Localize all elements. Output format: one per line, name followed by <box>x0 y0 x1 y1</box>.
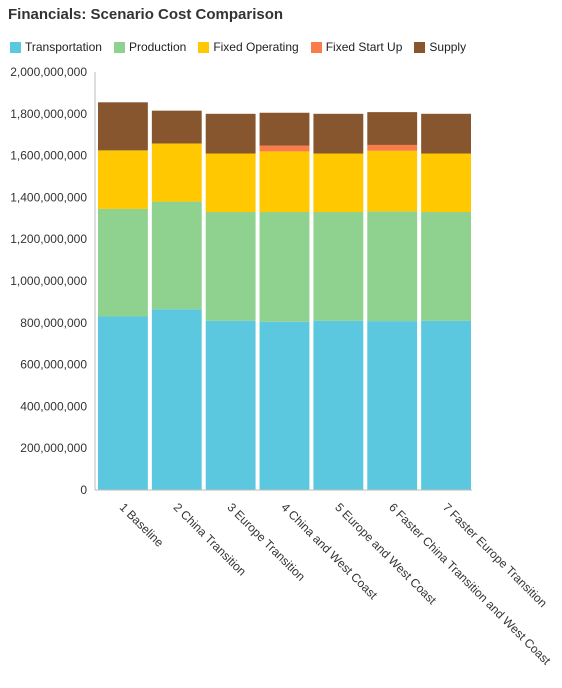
bar-segment-supply[interactable] <box>421 113 471 154</box>
bar-segment-transportation[interactable] <box>259 321 310 490</box>
legend-swatch <box>113 41 125 53</box>
legend-swatch <box>310 41 322 53</box>
legend-item[interactable]: Fixed Operating <box>198 40 299 54</box>
y-tick-label: 1,200,000,000 <box>10 232 87 246</box>
bar-segment-production[interactable] <box>313 212 364 321</box>
bar-segment-supply[interactable] <box>151 110 202 144</box>
bar-segment-production[interactable] <box>367 211 418 322</box>
bar-segment-production[interactable] <box>259 212 310 322</box>
bar-stack[interactable] <box>151 110 202 490</box>
y-tick-label: 2,000,000,000 <box>10 65 87 79</box>
bar-segment-fixed-operating[interactable] <box>313 153 364 213</box>
bar-segment-production[interactable] <box>205 212 256 321</box>
legend: Transportation Production Fixed Operating F… <box>10 40 466 54</box>
bar-segment-transportation[interactable] <box>367 321 418 490</box>
bar-segment-supply[interactable] <box>367 112 418 145</box>
y-tick-label: 600,000,000 <box>20 358 87 372</box>
legend-item[interactable]: Production <box>113 40 187 54</box>
bars <box>98 102 471 490</box>
bar-stack[interactable] <box>205 113 256 490</box>
bar-segment-fixed-operating[interactable] <box>98 150 148 209</box>
x-tick-label: 7 Faster Europe Transition <box>440 500 550 610</box>
bar-stack[interactable] <box>98 102 148 490</box>
y-tick-label: 1,800,000,000 <box>10 107 87 121</box>
bar-stack[interactable] <box>313 113 364 490</box>
legend-swatch <box>198 41 210 53</box>
bar-segment-production[interactable] <box>151 201 202 310</box>
y-tick-label: 0 <box>80 483 87 497</box>
legend-swatch <box>414 41 426 53</box>
bar-segment-fixed-start-up[interactable] <box>367 144 418 151</box>
bar-segment-supply[interactable] <box>259 112 310 146</box>
legend-item[interactable]: Fixed Start Up <box>310 40 403 54</box>
bar-segment-transportation[interactable] <box>98 316 148 490</box>
bar-segment-transportation[interactable] <box>313 320 364 490</box>
legend-label: Production <box>128 40 187 54</box>
bar-segment-transportation[interactable] <box>205 320 256 490</box>
y-tick-label: 1,600,000,000 <box>10 149 87 163</box>
legend-label: Fixed Operating <box>213 40 299 54</box>
bar-stack[interactable] <box>367 112 418 490</box>
legend-item[interactable]: Supply <box>414 40 466 54</box>
bar-stack[interactable] <box>421 113 471 490</box>
x-tick-label: 4 China and West Coast <box>278 500 380 602</box>
x-tick-label: 1 Baseline <box>117 500 167 550</box>
bar-stack[interactable] <box>259 112 310 490</box>
bar-segment-fixed-start-up[interactable] <box>259 145 310 152</box>
chart-title: Financials: Scenario Cost Comparison <box>8 6 284 23</box>
y-tick-label: 1,000,000,000 <box>10 274 87 288</box>
legend-swatch <box>10 41 21 53</box>
y-tick-label: 1,400,000,000 <box>10 190 87 204</box>
bar-segment-supply[interactable] <box>98 102 148 151</box>
x-tick-label: 5 Europe and West Coast <box>332 500 439 607</box>
bar-segment-production[interactable] <box>421 212 471 321</box>
bar-segment-production[interactable] <box>98 208 148 317</box>
y-tick-label: 200,000,000 <box>20 441 87 455</box>
bar-segment-supply[interactable] <box>205 113 256 154</box>
legend-label: Supply <box>429 40 467 54</box>
legend-label: Transportation <box>25 40 102 54</box>
bar-segment-supply[interactable] <box>313 113 364 154</box>
legend-item[interactable]: Transportation <box>10 40 102 54</box>
bar-segment-transportation[interactable] <box>151 309 202 490</box>
bar-segment-fixed-operating[interactable] <box>259 151 310 213</box>
bar-segment-fixed-operating[interactable] <box>151 143 202 202</box>
bar-segment-fixed-operating[interactable] <box>205 153 256 213</box>
y-axis: 0 200,000,000 400,000,000 600,000,000 800,00… <box>10 65 96 497</box>
bar-segment-transportation[interactable] <box>421 320 471 490</box>
y-tick-label: 800,000,000 <box>20 316 87 330</box>
bar-segment-fixed-operating[interactable] <box>421 153 471 213</box>
bar-segment-fixed-operating[interactable] <box>367 150 418 212</box>
y-tick-label: 400,000,000 <box>20 399 87 413</box>
legend-label: Fixed Start Up <box>325 40 403 54</box>
